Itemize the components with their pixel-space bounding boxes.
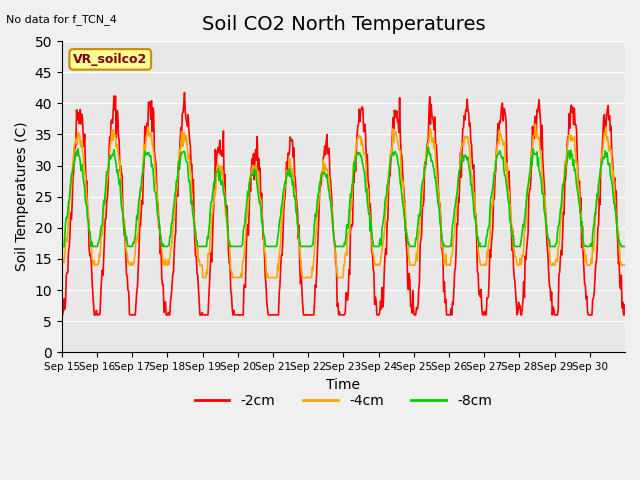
-8cm — [228, 243, 236, 249]
-8cm — [58, 243, 66, 249]
Title: Soil CO2 North Temperatures: Soil CO2 North Temperatures — [202, 15, 485, 34]
-8cm — [255, 200, 263, 206]
Text: VR_soilco2: VR_soilco2 — [73, 53, 147, 66]
-8cm — [424, 144, 432, 150]
-4cm — [58, 262, 66, 268]
-4cm — [278, 218, 285, 224]
Legend: -2cm, -4cm, -8cm: -2cm, -4cm, -8cm — [189, 389, 498, 414]
-4cm — [199, 275, 207, 280]
Y-axis label: Soil Temperatures (C): Soil Temperatures (C) — [15, 122, 29, 272]
-2cm — [58, 312, 66, 318]
-4cm — [228, 271, 236, 276]
-4cm — [434, 182, 442, 188]
Line: -8cm: -8cm — [62, 147, 625, 246]
Line: -4cm: -4cm — [62, 124, 625, 277]
-8cm — [621, 243, 629, 249]
-2cm — [434, 170, 442, 176]
-4cm — [124, 260, 132, 266]
Text: No data for f_TCN_4: No data for f_TCN_4 — [6, 14, 117, 25]
-8cm — [124, 243, 132, 249]
-2cm — [124, 288, 132, 293]
-8cm — [434, 198, 442, 204]
-8cm — [277, 212, 285, 218]
Line: -2cm: -2cm — [62, 93, 625, 315]
-2cm — [256, 165, 264, 171]
-2cm — [621, 302, 629, 308]
-4cm — [256, 194, 264, 200]
-8cm — [402, 228, 410, 234]
-2cm — [403, 240, 410, 246]
-4cm — [621, 262, 629, 268]
-2cm — [228, 306, 236, 312]
-4cm — [532, 121, 540, 127]
X-axis label: Time: Time — [326, 377, 360, 392]
-4cm — [403, 229, 410, 235]
-2cm — [180, 90, 188, 96]
-2cm — [278, 252, 285, 258]
